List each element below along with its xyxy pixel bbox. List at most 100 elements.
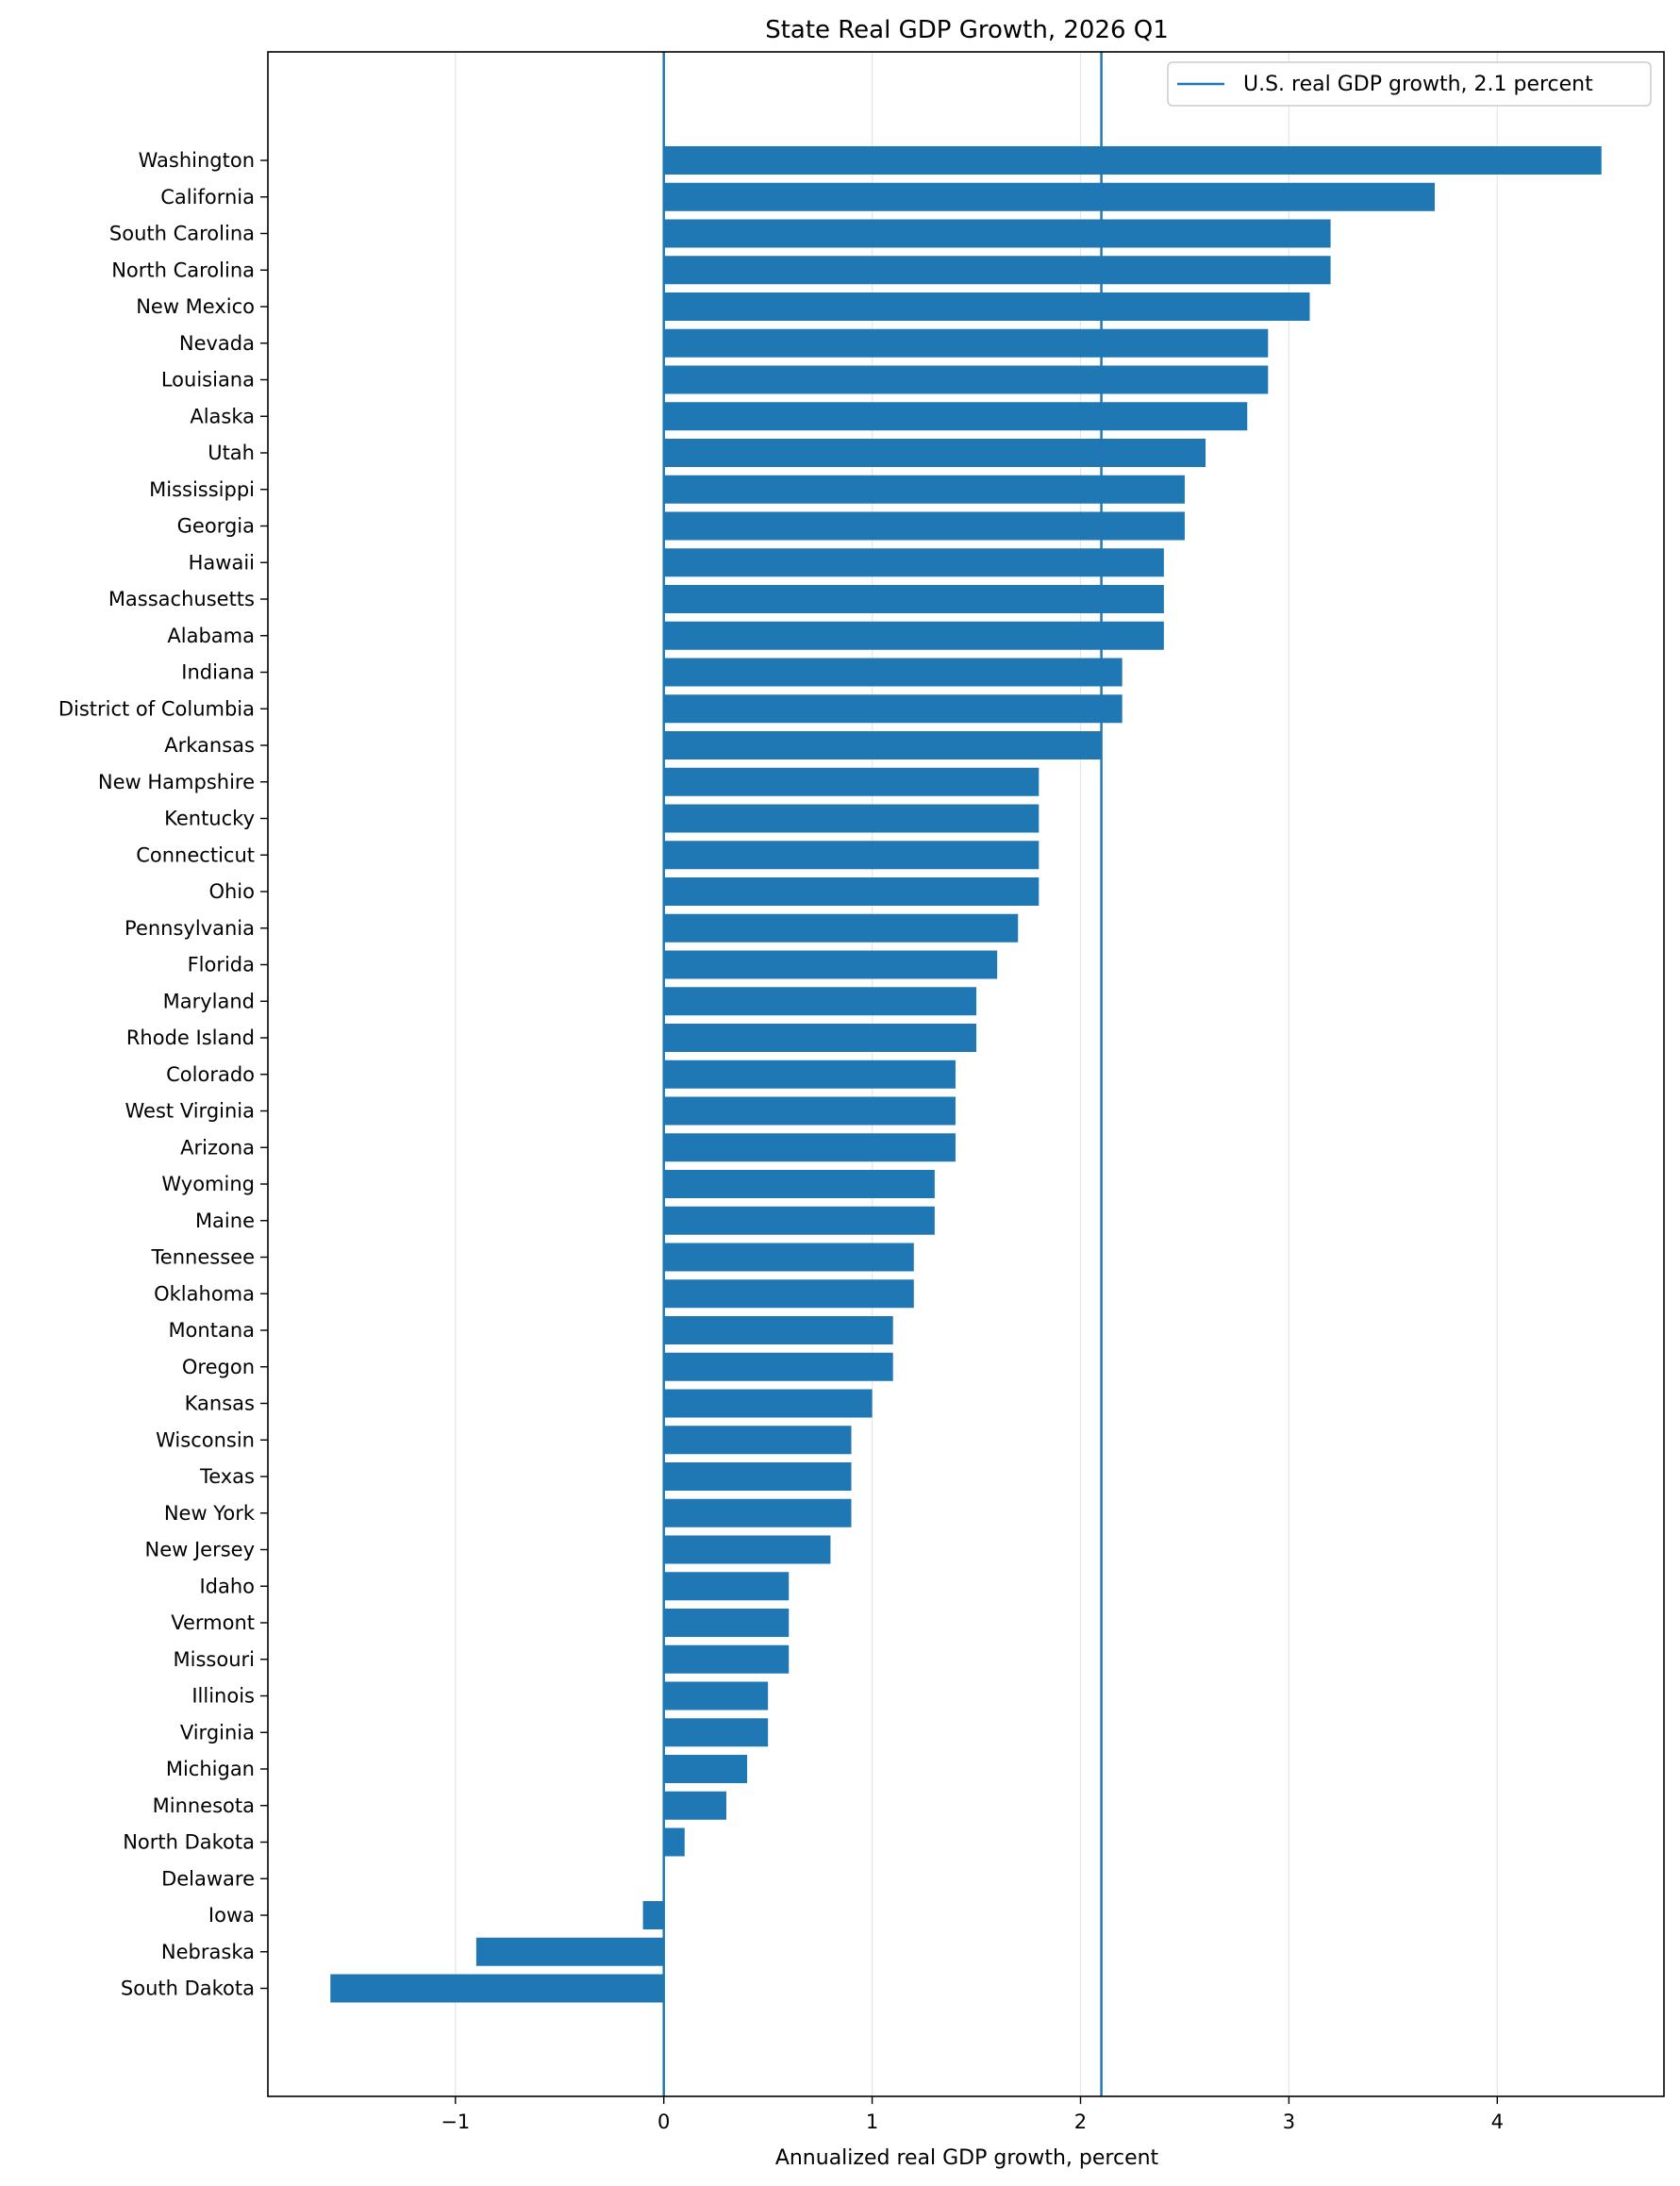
bar (663, 182, 1436, 211)
bar (663, 621, 1164, 650)
category-label: Utah (208, 442, 255, 464)
category-label: District of Columbia (58, 697, 255, 720)
category-label: Minnesota (153, 1794, 255, 1817)
category-label: Wisconsin (156, 1428, 255, 1451)
bar (663, 1060, 956, 1089)
category-label: Alaska (190, 405, 255, 427)
bar (663, 1024, 977, 1052)
bar (663, 402, 1248, 431)
category-label: Illinois (191, 1685, 255, 1708)
category-label: Massachusetts (108, 588, 255, 610)
category-label: South Carolina (109, 223, 255, 245)
category-label: Missouri (174, 1648, 255, 1671)
category-label: Maine (195, 1210, 255, 1232)
category-label: Nebraska (161, 1941, 255, 1963)
bar (663, 1316, 893, 1344)
category-label: New York (164, 1502, 256, 1525)
bar (663, 1535, 831, 1564)
category-label: Mississippi (149, 478, 255, 501)
category-label: Ohio (208, 880, 255, 903)
bar (663, 658, 1123, 687)
bar (663, 548, 1164, 577)
category-label: Vermont (171, 1611, 255, 1634)
bar (663, 439, 1206, 467)
category-label: Montana (168, 1319, 255, 1342)
bar (663, 475, 1185, 504)
bar (663, 1718, 769, 1747)
category-label: Indiana (181, 661, 255, 684)
category-label: Iowa (208, 1904, 255, 1927)
x-tick-label: 2 (1074, 2111, 1087, 2133)
category-label: California (160, 186, 255, 209)
bar (663, 1644, 790, 1674)
category-labels: Washington California South Carolina North … (58, 149, 268, 2000)
category-label: New Jersey (144, 1539, 255, 1561)
category-label: Rhode Island (126, 1026, 255, 1049)
category-label: Idaho (199, 1575, 255, 1597)
bars (330, 146, 1602, 2003)
legend: U.S. real GDP growth, 2.1 percent (1167, 61, 1652, 107)
bar (663, 1096, 956, 1126)
category-label: Arizona (180, 1136, 255, 1159)
bar (663, 1498, 852, 1527)
bar (663, 987, 977, 1016)
category-label: Arkansas (164, 734, 255, 757)
category-label: Hawaii (189, 551, 255, 574)
category-label: Michigan (166, 1758, 255, 1780)
category-label: West Virginia (125, 1100, 255, 1123)
x-tick-label: −1 (441, 2111, 470, 2133)
bar (663, 804, 1040, 833)
bar (663, 1609, 790, 1637)
category-label: Oklahoma (154, 1282, 255, 1305)
bar (663, 219, 1331, 248)
bar (663, 1755, 748, 1783)
bar (663, 365, 1269, 394)
category-label: North Carolina (111, 259, 255, 281)
category-label: Oregon (182, 1356, 255, 1378)
bar (663, 1572, 790, 1601)
bar (663, 1170, 935, 1198)
category-label: Connecticut (136, 843, 255, 866)
category-label: Wyoming (161, 1173, 255, 1195)
x-tick-label: 1 (866, 2111, 878, 2133)
grid (455, 52, 1498, 2096)
bar (663, 292, 1310, 321)
plot-frame (267, 51, 1665, 2097)
category-label: North Dakota (123, 1831, 255, 1854)
category-label: Alabama (167, 625, 255, 647)
bar (663, 1243, 914, 1272)
bar (663, 841, 1040, 870)
bar (663, 877, 1040, 906)
category-label: Florida (188, 954, 255, 976)
bar (663, 511, 1185, 541)
bar (663, 913, 1019, 943)
bar (663, 1206, 935, 1235)
x-axis-label: Annualized real GDP growth, percent (775, 2146, 1159, 2170)
x-axis-ticks: −1 0 1 2 3 4 (441, 2096, 1504, 2133)
reference-lines (662, 52, 1103, 2096)
category-label: New Hampshire (98, 771, 255, 793)
bar (663, 1681, 769, 1710)
x-tick-label: 3 (1283, 2111, 1295, 2133)
bar (663, 256, 1331, 285)
bar (663, 950, 998, 979)
category-label: Maryland (163, 990, 255, 1012)
category-label: Virginia (180, 1721, 255, 1744)
bar (663, 1827, 685, 1857)
legend-entry-label: U.S. real GDP growth, 2.1 percent (1243, 73, 1593, 96)
bar (663, 731, 1102, 759)
category-label: Georgia (177, 515, 255, 538)
bar (663, 1791, 726, 1820)
bar (663, 1462, 852, 1491)
bar (663, 1389, 873, 1418)
bar (663, 1133, 956, 1162)
category-label: Texas (199, 1465, 255, 1488)
bar (663, 1279, 914, 1309)
legend-box (1167, 61, 1652, 107)
bar (663, 146, 1602, 175)
bar (475, 1937, 664, 1966)
chart-title: State Real GDP Growth, 2026 Q1 (765, 16, 1169, 44)
category-label: Kentucky (164, 808, 255, 830)
bar (663, 328, 1269, 358)
